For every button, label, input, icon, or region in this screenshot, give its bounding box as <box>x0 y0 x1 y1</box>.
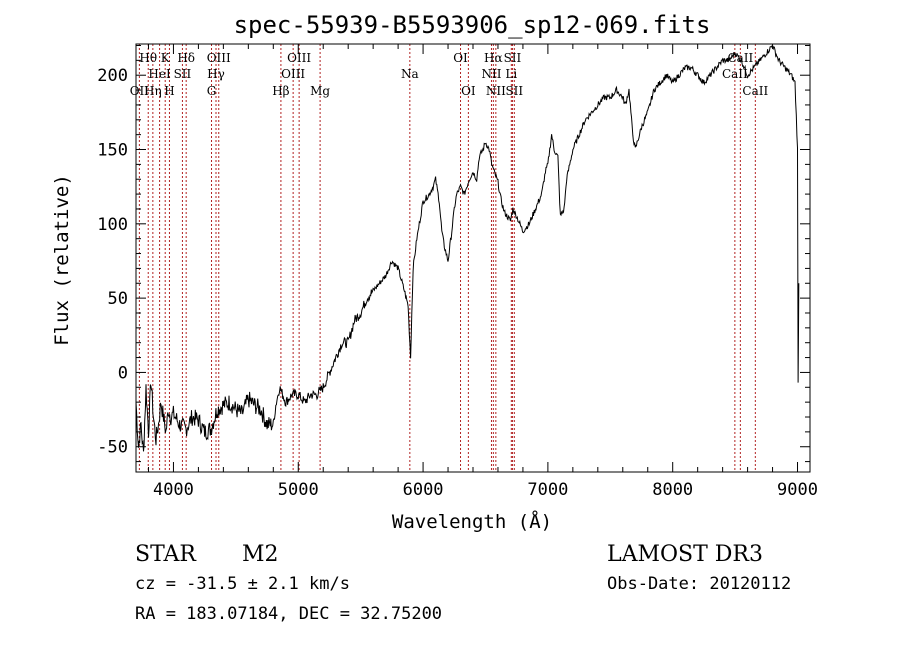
spectral-line-label: OI <box>461 84 476 98</box>
x-tick-label: 4000 <box>153 480 194 500</box>
spectral-line-label: HeI <box>148 67 171 81</box>
x-tick-label: 6000 <box>403 480 444 500</box>
spectral-line-label: Hθ <box>139 51 157 65</box>
y-axis-label: Flux (relative) <box>51 174 73 346</box>
spectral-line-markers <box>138 44 756 472</box>
spectral-line-label: H <box>164 84 174 98</box>
chart-title: spec-55939-B5593906_sp12-069.fits <box>234 11 711 39</box>
spectral-line-label: Hβ <box>272 84 289 98</box>
spectral-line-label: SII <box>174 67 192 81</box>
spectral-line-label: OIII <box>207 51 231 65</box>
y-tick-label: 200 <box>97 66 128 86</box>
spectral-line-label: OI <box>453 51 468 65</box>
spectral-line-label: OIII <box>281 67 305 81</box>
spectral-line-label: Hγ <box>207 67 225 81</box>
coordinates: RA = 183.07184, DEC = 32.75200 <box>135 604 442 624</box>
x-tick-label: 8000 <box>652 480 693 500</box>
spectral-line-label: SII <box>505 84 523 98</box>
spectral-line-label: CaII <box>742 84 768 98</box>
y-tick-label: 0 <box>118 363 128 383</box>
spectral-line-labels: HθOIIHηHeIKHSIIHδGHγOIIIHβOIIIOIIIMgNaOI… <box>130 51 769 98</box>
y-tick-label: 50 <box>108 289 128 309</box>
y-tick-label: 150 <box>97 141 128 161</box>
spectral-line-label: SII <box>504 51 522 65</box>
observation-date: Obs-Date: 20120112 <box>607 574 791 594</box>
spectral-line-label: CaII <box>722 67 748 81</box>
spectral-line-label: Li <box>505 67 517 81</box>
spectral-line-label: NII <box>486 84 506 98</box>
x-tick-label: 7000 <box>527 480 568 500</box>
spectral-line-label: Mg <box>310 84 330 98</box>
survey-name: LAMOST DR3 <box>607 542 763 567</box>
spectral-line-label: Hδ <box>177 51 195 65</box>
spectral-line-label: Hα <box>484 51 503 65</box>
x-tick-label: 9000 <box>777 480 818 500</box>
spectral-line-label: G <box>207 84 217 98</box>
spectral-line-label: NII <box>481 67 501 81</box>
x-axis-label: Wavelength (Å) <box>392 510 552 533</box>
object-class: STAR <box>135 542 197 567</box>
spectrum-series-line <box>135 45 800 452</box>
spectral-line-label: Na <box>401 67 419 81</box>
object-subclass: M2 <box>242 542 279 567</box>
spectral-line-label: Hη <box>144 84 162 98</box>
y-axis-ticks: -50 0 50 100 150 200 <box>97 44 810 463</box>
x-tick-label: 5000 <box>278 480 319 500</box>
spectral-line-label: K <box>161 51 171 65</box>
x-axis-ticks: 4000 5000 6000 7000 8000 9000 <box>147 44 818 500</box>
spectral-line-label: OII <box>130 84 150 98</box>
y-tick-label: -50 <box>97 438 128 458</box>
spectral-line-label: OIII <box>287 51 311 65</box>
y-tick-label: 100 <box>97 215 128 235</box>
redshift-velocity: cz = -31.5 ± 2.1 km/s <box>135 574 350 594</box>
